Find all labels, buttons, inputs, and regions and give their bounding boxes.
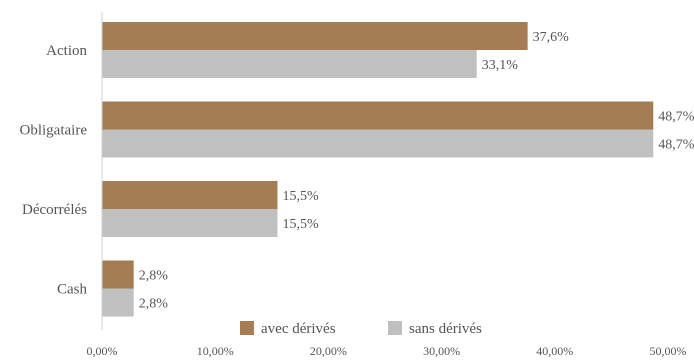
legend: avec dérivés sans dérivés <box>240 321 482 337</box>
x-tick-label: 0,00% <box>87 344 118 358</box>
bar-action-avec-derives <box>102 22 528 50</box>
bar-action-sans-derives <box>102 50 477 78</box>
legend-label-sans-derives: sans dérivés <box>409 321 482 337</box>
bar-cash-sans-derives <box>102 288 134 317</box>
data-label-cash-avec-derives: 2,8% <box>139 269 169 284</box>
data-label-obligataire-avec-derives: 48,7% <box>658 110 694 125</box>
category-label-action: Action <box>46 43 87 59</box>
x-tick-label: 40,00% <box>536 344 573 358</box>
x-tick-label: 20,00% <box>310 344 347 358</box>
data-label-action-avec-derives: 37,6% <box>533 30 570 45</box>
legend-swatch-sans-derives <box>388 321 402 335</box>
category-label-decorreles: Décorrélés <box>22 202 87 218</box>
x-tick-label: 10,00% <box>197 344 234 358</box>
data-label-decorreles-sans-derives: 15,5% <box>282 217 319 232</box>
bar-cash-avec-derives <box>102 260 134 289</box>
bars-group <box>102 22 654 317</box>
x-tick-labels: 0,00% 10,00% 20,00% 30,00% 40,00% 50,00% <box>87 344 687 358</box>
data-labels: 37,6% 33,1% 48,7% 48,7% 15,5% 15,5% 2,8% 2,8% <box>139 30 694 312</box>
data-label-decorreles-avec-derives: 15,5% <box>282 189 319 204</box>
x-tick-label: 50,00% <box>650 344 687 358</box>
category-label-obligataire: Obligataire <box>20 123 88 139</box>
legend-swatch-avec-derives <box>240 321 254 335</box>
legend-label-avec-derives: avec dérivés <box>261 321 336 337</box>
bar-obligataire-avec-derives <box>102 101 654 130</box>
data-label-cash-sans-derives: 2,8% <box>139 297 169 312</box>
data-label-action-sans-derives: 33,1% <box>482 58 519 73</box>
x-tick-label: 30,00% <box>423 344 460 358</box>
bar-obligataire-sans-derives <box>102 129 654 158</box>
bar-decorreles-sans-derives <box>102 209 278 237</box>
category-labels: Action Obligataire Décorrélés Cash <box>20 43 88 298</box>
category-label-cash: Cash <box>57 282 88 298</box>
bar-decorreles-avec-derives <box>102 181 278 209</box>
data-label-obligataire-sans-derives: 48,7% <box>658 138 694 153</box>
